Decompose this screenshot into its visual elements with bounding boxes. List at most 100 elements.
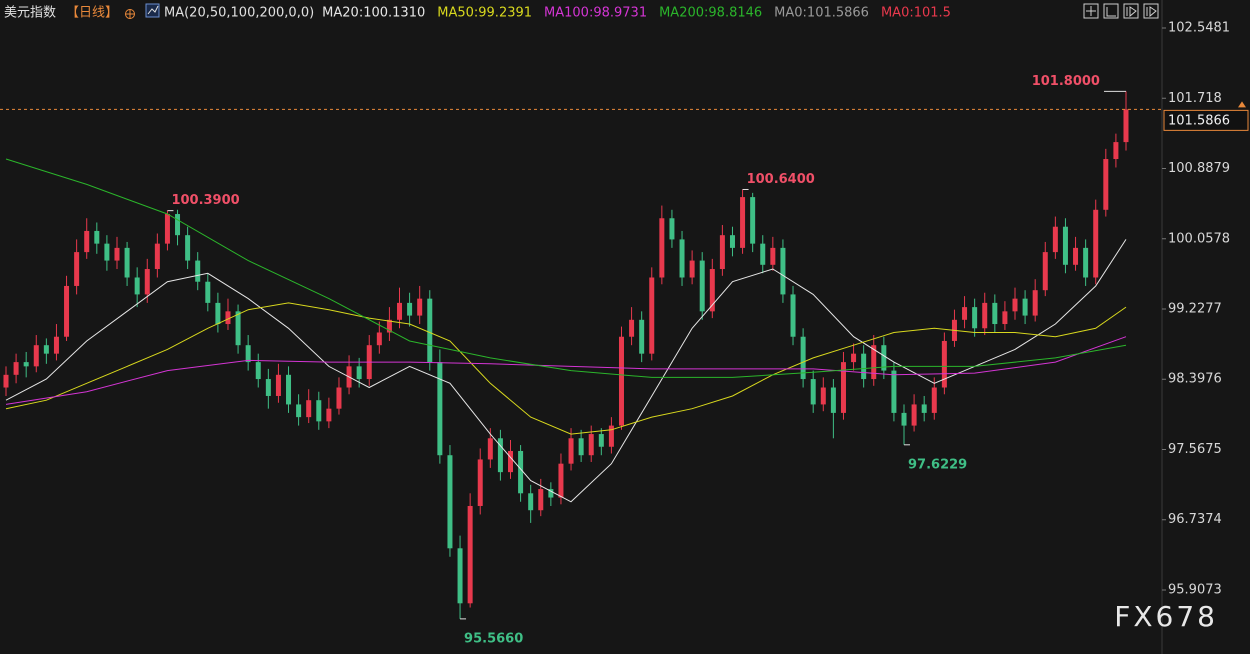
tool-button[interactable] [1143,3,1159,19]
watermark: FX678 [1114,600,1218,633]
candle-body [195,260,201,282]
annotation-label: 100.6400 [747,172,815,187]
candle-body [407,302,413,316]
annotation-label: 97.6229 [908,457,967,472]
candle-body [175,214,181,236]
candle-body [417,298,423,316]
candle-body [649,277,655,354]
candle-body [740,197,746,248]
candle-body [316,400,322,422]
annotation-label: 101.8000 [1032,74,1100,89]
candle-body [608,425,614,447]
candle-body [508,450,513,473]
candle-body [1062,226,1068,265]
candle-body [235,311,241,346]
candle-body [679,239,685,278]
y-tick-label: 100.8879 [1168,161,1230,176]
candle-body [23,362,29,367]
candle-body [528,493,534,511]
candle-body [1042,252,1048,291]
candle-body [830,387,836,413]
candle-body [1032,290,1038,316]
candle-body [588,434,594,456]
candle-body [840,362,846,413]
candle-body [397,302,403,320]
candle-body [336,387,342,409]
candle-body [1093,209,1099,278]
candle-body [972,307,978,329]
y-tick-label: 96.7374 [1168,512,1222,527]
candle-body [709,269,715,312]
candle-body [770,247,776,265]
legend-entry: MA20:100.1310 [322,6,425,21]
candle-body [639,319,645,354]
candle-body [154,243,160,270]
candle-body [578,438,584,456]
candle-body [356,366,362,380]
current-price-box [1163,109,1249,131]
candle-body [275,374,281,396]
candle-body [427,298,433,363]
candle-body [114,247,120,261]
candle-body [386,319,392,333]
y-tick-label: 95.9073 [1168,582,1222,597]
candle-body [921,404,927,413]
candle-body [881,345,887,371]
settings-icon[interactable] [125,9,135,19]
candle-body [53,336,59,354]
candle-body [286,374,292,405]
candle-body [306,400,312,418]
indicator-icon[interactable] [145,3,160,18]
annotation-label: 100.3900 [171,193,239,208]
candle-body [669,218,675,240]
tool-button[interactable] [1123,3,1139,19]
candle-body [1022,298,1028,316]
candle-body [1123,109,1129,143]
candle-body [760,243,766,265]
candle-body [901,412,907,426]
candle-body [265,379,271,396]
candle-body [941,340,947,388]
candle-body [64,285,70,337]
legend-entry: MA50:99.2391 [437,6,532,21]
candle-body [911,404,917,426]
candle-body [1052,226,1058,253]
tool-button[interactable] [1103,3,1119,19]
candle-body [982,302,988,329]
candle-body [931,387,937,413]
candle-body [598,434,604,447]
candle-body [538,489,544,511]
candle-body [871,345,877,380]
ma-line [5,239,1127,503]
candle-body [215,302,221,325]
ma-line [5,336,1127,405]
candle-body [205,281,211,303]
candle-body [1002,311,1008,325]
candle-body [33,345,39,367]
candle-body [296,404,302,418]
candle-body [144,269,150,295]
candle-body [104,243,110,261]
candle-body [810,379,816,405]
candle-body [891,370,897,413]
candle-body [164,214,170,244]
candle-body [94,230,100,244]
candle-body [861,353,867,380]
candle-body [124,247,130,278]
candle-body [225,311,231,325]
candle-body [477,459,483,506]
candle-body [13,362,19,375]
toolbar [1083,3,1159,19]
candle-body [134,277,140,295]
candle-body [780,247,786,295]
candle-body [659,218,665,278]
candle-body [548,489,554,498]
y-tick-label: 100.0578 [1168,231,1230,246]
candle-body [618,336,624,426]
candle-body [558,463,564,498]
tool-button[interactable] [1083,3,1099,19]
candle-body [43,345,49,354]
candle-body [568,438,574,464]
